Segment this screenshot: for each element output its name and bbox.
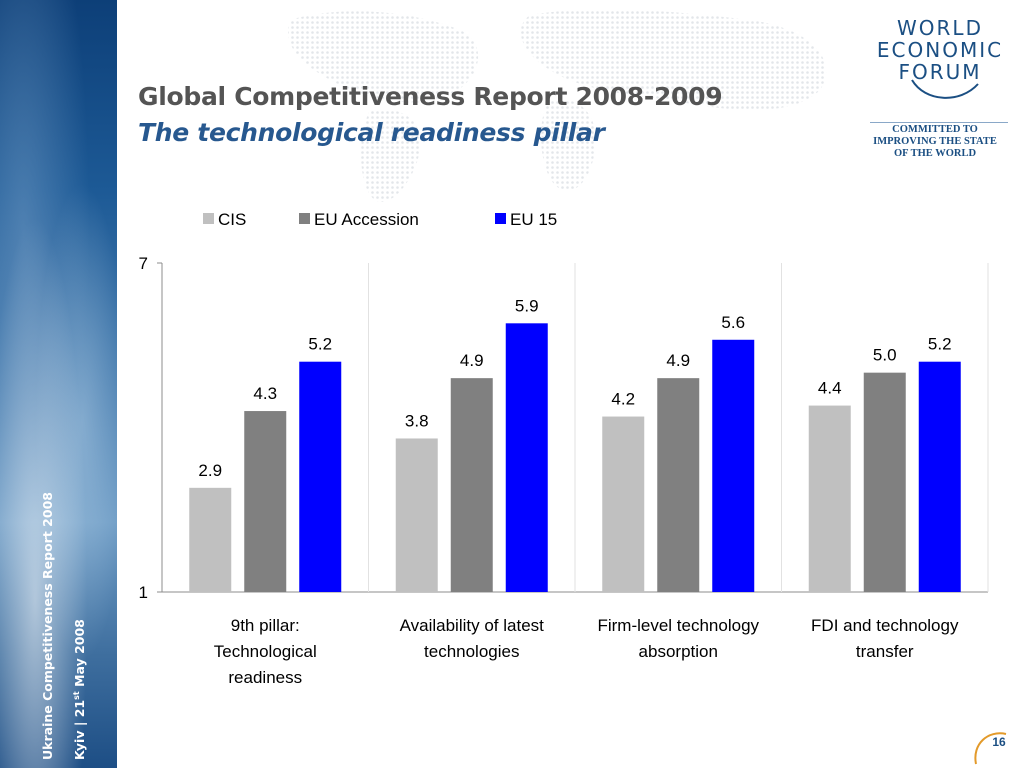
bar-eu-15-0	[299, 361, 342, 592]
chart-data-labels: 2.9 4.3 5.2 3.8 4.9 5.9 4.2 4.9 5.6 4.4 5.0 5.2	[198, 296, 951, 480]
slide-title: Global Competitiveness Report 2008-2009	[138, 82, 723, 111]
data-label: 4.9	[666, 351, 690, 370]
legend-swatch-1	[299, 213, 310, 224]
category-label-3: FDI and technology transfer	[811, 616, 959, 661]
data-label: 5.6	[721, 313, 745, 332]
chart-category-labels: 9th pillar: Technological readiness Availab…	[214, 616, 959, 687]
left-decorative-band: Ukraine Competitiveness Report 2008 Kyiv…	[0, 0, 117, 768]
bar-cis-3	[808, 405, 851, 592]
logo-tagline: COMMITTED TO IMPROVING THE STATE OF THE …	[860, 124, 1010, 160]
category-label-1: Availability of latest technologies	[400, 616, 545, 661]
legend-swatch-2	[495, 213, 506, 224]
legend-label-2: EU 15	[510, 210, 557, 229]
logo-swoosh-icon	[911, 79, 979, 99]
bar-cis-2	[602, 416, 645, 592]
tagline-line-2: IMPROVING THE STATE	[873, 136, 997, 147]
legend-swatch-0	[203, 213, 214, 224]
data-label: 5.0	[873, 346, 897, 365]
y-tick-label-1: 7	[139, 254, 148, 273]
data-label: 5.2	[928, 335, 952, 354]
wef-logo: WORLD ECONOMIC FORUM	[870, 14, 1010, 114]
bar-eu-accession-2	[657, 378, 700, 592]
logo-line-3: FORUM	[898, 60, 982, 84]
tagline-rule	[870, 122, 1008, 123]
bar-eu-accession-1	[450, 378, 493, 592]
data-label: 4.3	[253, 384, 277, 403]
page-number-arc-icon	[974, 732, 1007, 765]
logo-line-1: WORLD	[897, 16, 983, 40]
tagline-line-1: COMMITTED TO	[892, 124, 978, 135]
data-label: 3.8	[405, 411, 429, 430]
bar-eu-15-1	[505, 323, 548, 592]
data-label: 5.2	[308, 335, 332, 354]
data-label: 5.9	[515, 296, 539, 315]
bar-cis-0	[189, 487, 232, 592]
category-label-0: 9th pillar: Technological readiness	[214, 616, 317, 687]
chart-legend: CIS EU Accession EU 15	[203, 210, 557, 229]
slide-subtitle: The technological readiness pillar	[138, 118, 605, 147]
bar-cis-1	[395, 438, 438, 592]
legend-label-1: EU Accession	[314, 210, 419, 229]
data-label: 4.2	[611, 390, 635, 409]
category-label-2: Firm-level technology absorption	[597, 616, 759, 661]
bar-eu-15-2	[712, 339, 755, 592]
bar-eu-accession-0	[244, 411, 287, 592]
bar-eu-accession-3	[863, 372, 906, 592]
bar-eu-15-3	[918, 361, 961, 592]
page-number: 16	[992, 735, 1006, 749]
chart-bars	[189, 323, 961, 592]
world-map-background	[288, 9, 827, 202]
data-label: 4.4	[818, 379, 842, 398]
data-label: 2.9	[198, 461, 222, 480]
logo-line-2: ECONOMIC	[876, 38, 1004, 62]
tagline-line-3: OF THE WORLD	[893, 148, 977, 159]
legend-label-0: CIS	[218, 210, 246, 229]
data-label: 4.9	[460, 351, 484, 370]
y-tick-label-0: 1	[139, 583, 148, 602]
